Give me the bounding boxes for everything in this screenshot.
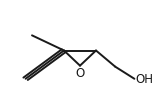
- Text: OH: OH: [135, 73, 153, 86]
- Text: O: O: [75, 67, 85, 80]
